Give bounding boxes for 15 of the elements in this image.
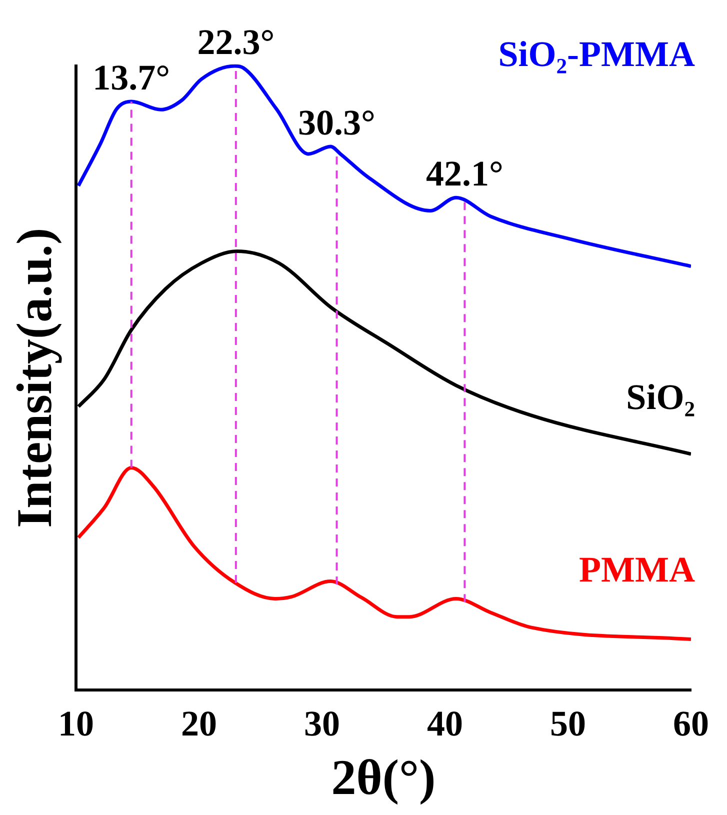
x-tick-label: 40 [427, 704, 463, 744]
x-tick-label: 50 [550, 704, 586, 744]
x-tick-label: 60 [673, 704, 709, 744]
series-label: PMMA [579, 549, 695, 590]
text: SiO₂-PMMA [498, 34, 695, 74]
annotation: 13.7° [92, 58, 170, 98]
annotation: 42.1° [426, 154, 504, 194]
annotation: 30.3° [298, 102, 376, 142]
annotation: 22.3° [197, 22, 275, 62]
y-axis-title: Intensity(a.u.) [6, 228, 62, 528]
x-tick-label: 30 [304, 704, 340, 744]
x-tick-label: 20 [181, 704, 217, 744]
series-label: SiO₂ [626, 377, 695, 418]
x-tick-label: 10 [58, 704, 94, 744]
x-axis-title: 2θ(°) [331, 748, 436, 805]
